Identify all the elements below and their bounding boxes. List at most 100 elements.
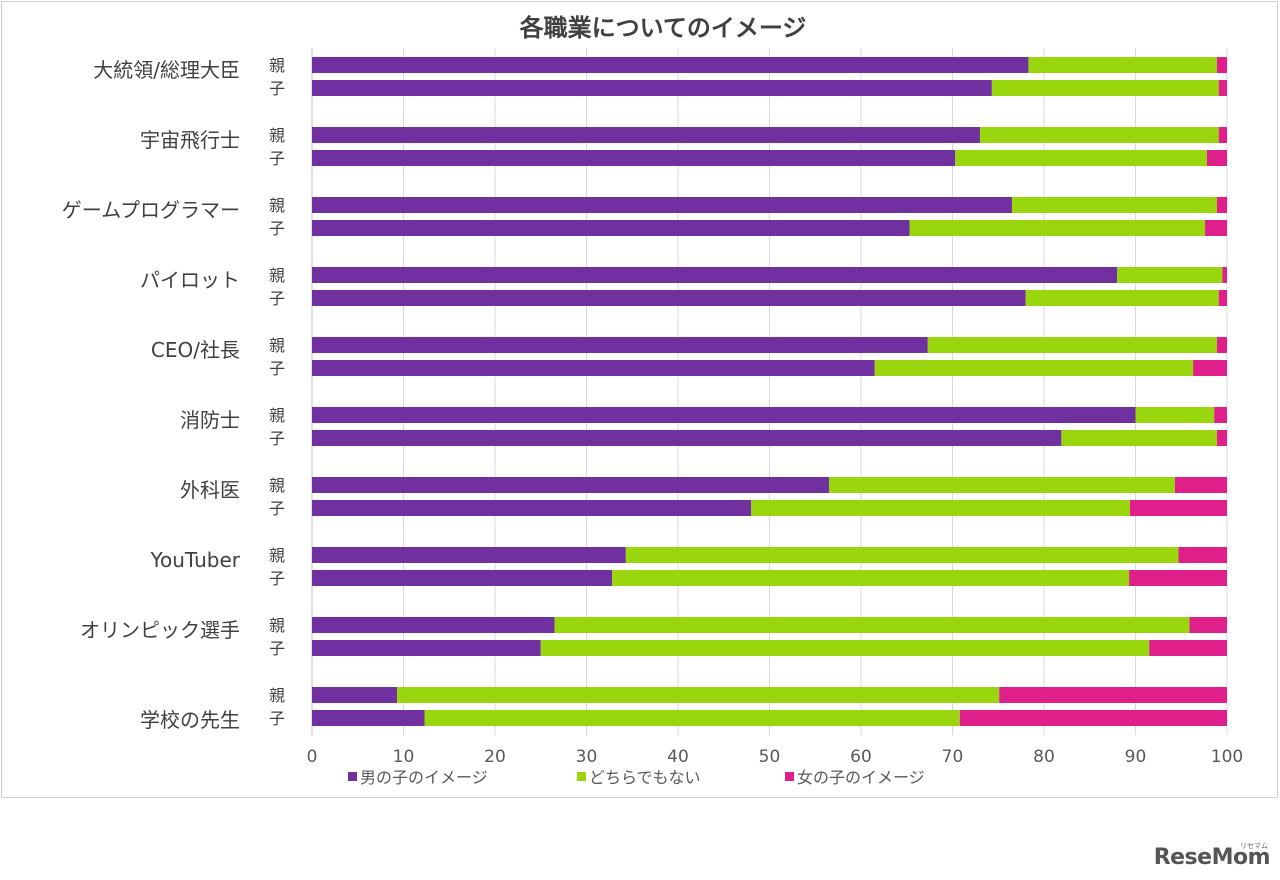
subgroup-label: 親: [269, 546, 285, 565]
bar-5-parent-2: [927, 337, 1217, 353]
bar-6-child-2: [1061, 430, 1217, 446]
x-tick-label: 10: [393, 747, 415, 767]
subgroup-label: 親: [269, 616, 285, 635]
bar-9-child-2: [540, 640, 1150, 656]
subgroup-label: 子: [269, 79, 285, 98]
bar-8-parent-3: [1178, 547, 1227, 563]
bar-4-parent-2: [1117, 267, 1223, 283]
category-label: 宇宙飛行士: [140, 128, 240, 152]
bar-3-child-2: [909, 220, 1206, 236]
x-tick-label: 90: [1125, 747, 1147, 767]
subgroup-label: 子: [269, 499, 285, 518]
x-tick-label: 0: [307, 747, 318, 767]
category-label: 学校の先生: [140, 708, 240, 732]
bar-10-parent-3: [999, 687, 1227, 703]
bar-4-child-2: [1025, 290, 1219, 306]
bar-2-child-1: [312, 150, 956, 166]
x-tick-label: 80: [1033, 747, 1055, 767]
bar-9-child-1: [312, 640, 541, 656]
x-tick-label: 70: [942, 747, 964, 767]
chart-title: 各職業についてのイメージ: [519, 14, 807, 42]
bar-2-parent-1: [312, 127, 980, 143]
bar-2-parent-2: [979, 127, 1219, 143]
resemom-logo-kana: リセマム: [1240, 842, 1268, 850]
bar-9-parent-2: [554, 617, 1190, 633]
category-label: ゲームプログラマー: [62, 198, 240, 222]
bar-1-child-3: [1218, 80, 1227, 96]
bar-7-parent-3: [1174, 477, 1227, 493]
subgroup-label: 親: [269, 196, 285, 215]
category-label: 大統領/総理大臣: [93, 58, 240, 82]
bar-7-child-1: [312, 500, 752, 516]
bar-6-parent-1: [312, 407, 1136, 423]
bar-5-child-3: [1193, 360, 1227, 376]
legend-label-1: 男の子のイメージ: [360, 768, 488, 787]
bar-2-parent-3: [1218, 127, 1227, 143]
legend-label-3: 女の子のイメージ: [797, 768, 925, 787]
bar-4-child-1: [312, 290, 1026, 306]
bar-1-parent-3: [1216, 57, 1227, 73]
subgroup-label: 親: [269, 476, 285, 495]
bar-6-parent-2: [1135, 407, 1215, 423]
legend-swatch-2: [577, 772, 586, 781]
bar-8-child-1: [312, 570, 613, 586]
bar-4-parent-3: [1222, 267, 1227, 283]
subgroup-label: 子: [269, 219, 285, 238]
subgroup-label: 親: [269, 686, 285, 705]
bar-8-parent-1: [312, 547, 626, 563]
bar-10-child-3: [959, 710, 1227, 726]
resemom-logo: ReseMom リセマム: [1154, 842, 1271, 870]
bar-1-child-2: [991, 80, 1219, 96]
bar-9-parent-3: [1189, 617, 1227, 633]
x-tick-label: 30: [576, 747, 598, 767]
x-tick-label: 100: [1211, 747, 1243, 767]
bar-2-child-3: [1206, 150, 1227, 166]
bar-9-child-3: [1149, 640, 1227, 656]
bar-10-child-2: [424, 710, 960, 726]
bar-3-parent-2: [1011, 197, 1217, 213]
x-tick-label: 40: [667, 747, 689, 767]
subgroup-label: 子: [269, 639, 285, 658]
bar-9-parent-1: [312, 617, 555, 633]
bar-7-parent-1: [312, 477, 829, 493]
bar-2-child-2: [955, 150, 1207, 166]
bar-6-child-3: [1216, 430, 1227, 446]
subgroup-label: 子: [269, 359, 285, 378]
bar-4-child-3: [1218, 290, 1227, 306]
bar-1-parent-2: [1028, 57, 1217, 73]
bar-7-parent-2: [828, 477, 1175, 493]
x-tick-label: 50: [759, 747, 781, 767]
bar-3-child-3: [1205, 220, 1227, 236]
legend-label-2: どちらでもない: [589, 768, 701, 787]
category-label: パイロット: [140, 268, 240, 292]
bar-5-child-1: [312, 360, 875, 376]
subgroup-label: 子: [269, 569, 285, 588]
category-label: CEO/社長: [151, 338, 240, 362]
legend-swatch-3: [785, 772, 794, 781]
bar-3-parent-3: [1216, 197, 1227, 213]
subgroup-label: 子: [269, 429, 285, 448]
subgroup-label: 親: [269, 266, 285, 285]
bar-7-child-3: [1130, 500, 1227, 516]
bar-1-parent-1: [312, 57, 1029, 73]
bar-10-parent-1: [312, 687, 398, 703]
category-label: オリンピック選手: [80, 618, 240, 642]
bar-10-child-1: [312, 710, 425, 726]
legend-swatch-1: [348, 772, 357, 781]
subgroup-label: 子: [269, 709, 285, 728]
bar-5-parent-3: [1216, 337, 1227, 353]
subgroup-label: 子: [269, 149, 285, 168]
bar-6-parent-3: [1214, 407, 1227, 423]
bar-7-child-2: [751, 500, 1131, 516]
bar-8-child-2: [612, 570, 1130, 586]
x-tick-label: 60: [850, 747, 872, 767]
subgroup-label: 親: [269, 336, 285, 355]
bar-8-parent-2: [625, 547, 1179, 563]
bar-1-child-1: [312, 80, 992, 96]
subgroup-label: 親: [269, 56, 285, 75]
bar-5-parent-1: [312, 337, 928, 353]
bar-5-child-2: [874, 360, 1194, 376]
bar-4-parent-1: [312, 267, 1118, 283]
subgroup-label: 親: [269, 406, 285, 425]
